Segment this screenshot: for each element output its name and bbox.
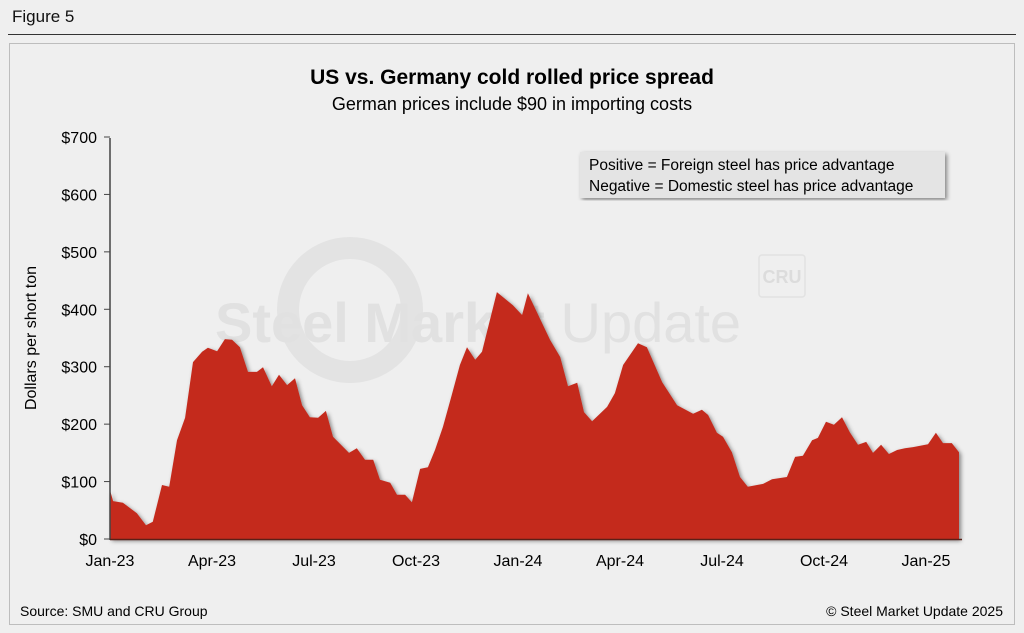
x-tick-label: Oct-24 bbox=[800, 553, 848, 570]
x-tick-label: Jul-23 bbox=[292, 553, 336, 570]
y-tick-label: $700 bbox=[61, 130, 97, 147]
x-tick-label: Apr-24 bbox=[596, 553, 644, 570]
cru-logo-box bbox=[758, 254, 806, 298]
watermark-text: Steel Market Update bbox=[215, 291, 741, 354]
x-tick-label: Apr-23 bbox=[188, 553, 236, 570]
y-tick-label: $100 bbox=[61, 475, 97, 492]
legend: Positive = Foreign steel has price advan… bbox=[580, 152, 945, 198]
x-tick-label: Jan-25 bbox=[902, 553, 951, 570]
x-tick-label: Oct-23 bbox=[392, 553, 440, 570]
cru-logo: CRU bbox=[763, 267, 802, 287]
y-tick-label: $600 bbox=[61, 187, 97, 204]
source-note: Source: SMU and CRU Group bbox=[20, 603, 208, 619]
y-tick-label: $0 bbox=[79, 532, 97, 549]
y-tick-label: $400 bbox=[61, 302, 97, 319]
x-axis: Jan-23 Apr-23 Jul-23 Oct-23 Jan-24 Apr-24 Jul-… bbox=[86, 553, 951, 570]
watermark: Steel Market Update CRU bbox=[215, 237, 806, 383]
chart-title: US vs. Germany cold rolled price spread bbox=[310, 66, 714, 89]
x-tick-label: Jan-24 bbox=[494, 553, 543, 570]
copyright-note: © Steel Market Update 2025 bbox=[826, 603, 1003, 619]
y-axis: $0 $100 $200 $300 $400 $500 $600 $700 bbox=[61, 130, 110, 549]
legend-line-negative: Negative = Domestic steel has price adva… bbox=[589, 178, 913, 195]
legend-line-positive: Positive = Foreign steel has price advan… bbox=[589, 157, 894, 174]
x-tick-label: Jul-24 bbox=[700, 553, 744, 570]
x-tick-label: Jan-23 bbox=[86, 553, 135, 570]
y-tick-label: $200 bbox=[61, 417, 97, 434]
figure-label: Figure 5 bbox=[12, 7, 75, 26]
header-divider bbox=[8, 34, 1016, 35]
spread-area bbox=[110, 292, 959, 539]
y-tick-label: $300 bbox=[61, 360, 97, 377]
y-axis-label: Dollars per short ton bbox=[23, 266, 40, 410]
legend-box bbox=[580, 152, 945, 198]
y-tick-label: $500 bbox=[61, 245, 97, 262]
chart-subtitle: German prices include $90 in importing c… bbox=[332, 94, 692, 114]
watermark-ring bbox=[277, 237, 423, 383]
